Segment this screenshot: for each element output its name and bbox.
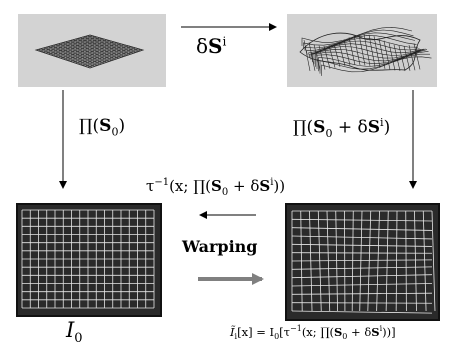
flat-mesh: [34, 34, 145, 69]
grid-overlay-right: [291, 210, 436, 314]
superscript-minus-1: −1: [290, 324, 302, 333]
subscript-0: 0: [274, 332, 280, 342]
equation-middle: [x] = I: [237, 324, 275, 339]
deformed-mesh: [299, 26, 432, 76]
superscript-i: i: [270, 177, 274, 188]
warped-image-equation: Ĩi[x] = I0[τ−1(x; ∏(S0 + δSi))]: [230, 324, 396, 341]
warped-image-Ii: [285, 203, 440, 321]
superscript-i: i: [379, 324, 383, 333]
plus-delta: + δ: [228, 177, 260, 195]
grid-overlay-left: [21, 209, 155, 309]
projection-op: ∏(: [79, 116, 100, 136]
subscript-i: i: [234, 332, 238, 342]
subscript-0: 0: [111, 125, 119, 139]
top-arrow-label: δSi: [196, 34, 226, 58]
S-symbol: S: [313, 117, 326, 138]
superscript-i: i: [222, 34, 227, 49]
I0-label: I0: [66, 318, 83, 346]
I-symbol: I: [66, 318, 75, 342]
subscript-0: 0: [221, 187, 229, 198]
warping-label: Warping: [182, 237, 258, 256]
close-paren: ): [118, 116, 126, 136]
I-tilde-symbol: Ĩ: [230, 324, 235, 339]
S-symbol: S: [371, 324, 380, 339]
S-symbol: S: [259, 177, 271, 195]
subscript-0: 0: [342, 332, 348, 342]
subscript-0: 0: [325, 127, 333, 141]
close-paren: )): [273, 177, 286, 195]
close-paren: ): [383, 117, 391, 138]
right-arrow-label: ∏(S0 + δSi): [293, 116, 390, 140]
inverse-warp-label: τ−1(x; ∏(S0 + δSi)): [146, 177, 285, 198]
S-symbol: S: [367, 117, 381, 138]
left-arrow-label: ∏(S0): [79, 116, 125, 138]
delta-symbol: δ: [196, 34, 209, 58]
inverse-args: (x; ∏(: [301, 324, 334, 339]
plus-delta: + δ: [332, 117, 368, 138]
superscript-minus-1: −1: [154, 177, 170, 188]
close-bracket: ))]: [382, 324, 396, 339]
S-symbol: S: [99, 116, 112, 136]
plus-delta: + δ: [347, 324, 372, 339]
tau-open: [τ: [279, 324, 291, 339]
S-symbol: S: [208, 34, 223, 58]
tau-symbol: τ: [146, 177, 155, 195]
projection-op: ∏(: [293, 117, 314, 138]
S-symbol: S: [333, 324, 343, 339]
superscript-i: i: [380, 116, 384, 129]
inverse-args: (x; ∏(: [169, 177, 211, 195]
subscript-0: 0: [74, 331, 83, 347]
S-symbol: S: [211, 177, 222, 195]
